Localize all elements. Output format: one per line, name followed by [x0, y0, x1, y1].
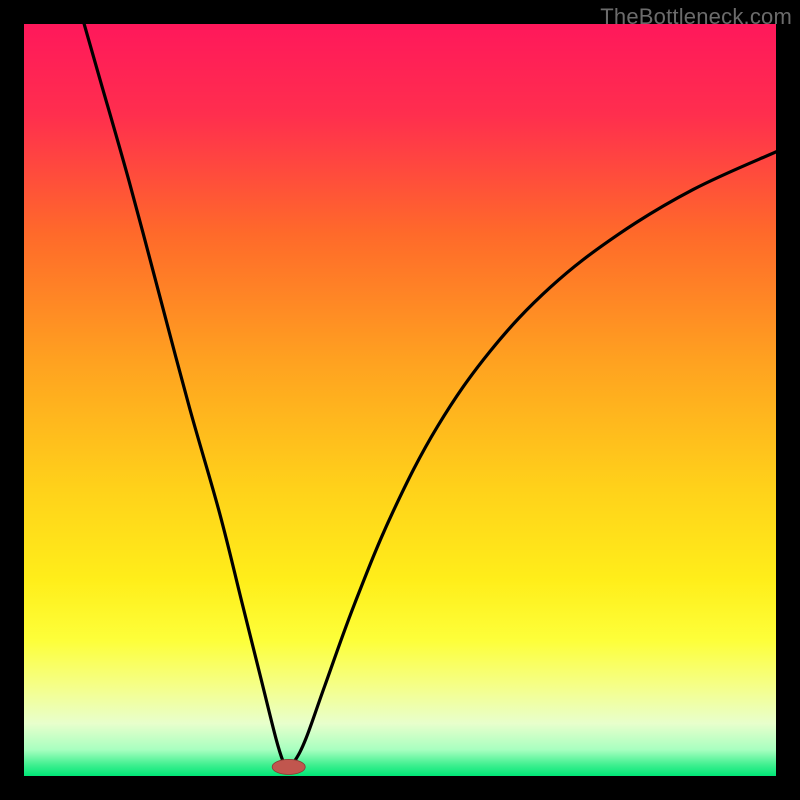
plot-area [24, 24, 776, 776]
plot-background [24, 24, 776, 776]
watermark-text: TheBottleneck.com [600, 4, 792, 30]
chart-frame: TheBottleneck.com [0, 0, 800, 800]
gradient-plot [24, 24, 776, 776]
bottleneck-marker [272, 759, 305, 774]
